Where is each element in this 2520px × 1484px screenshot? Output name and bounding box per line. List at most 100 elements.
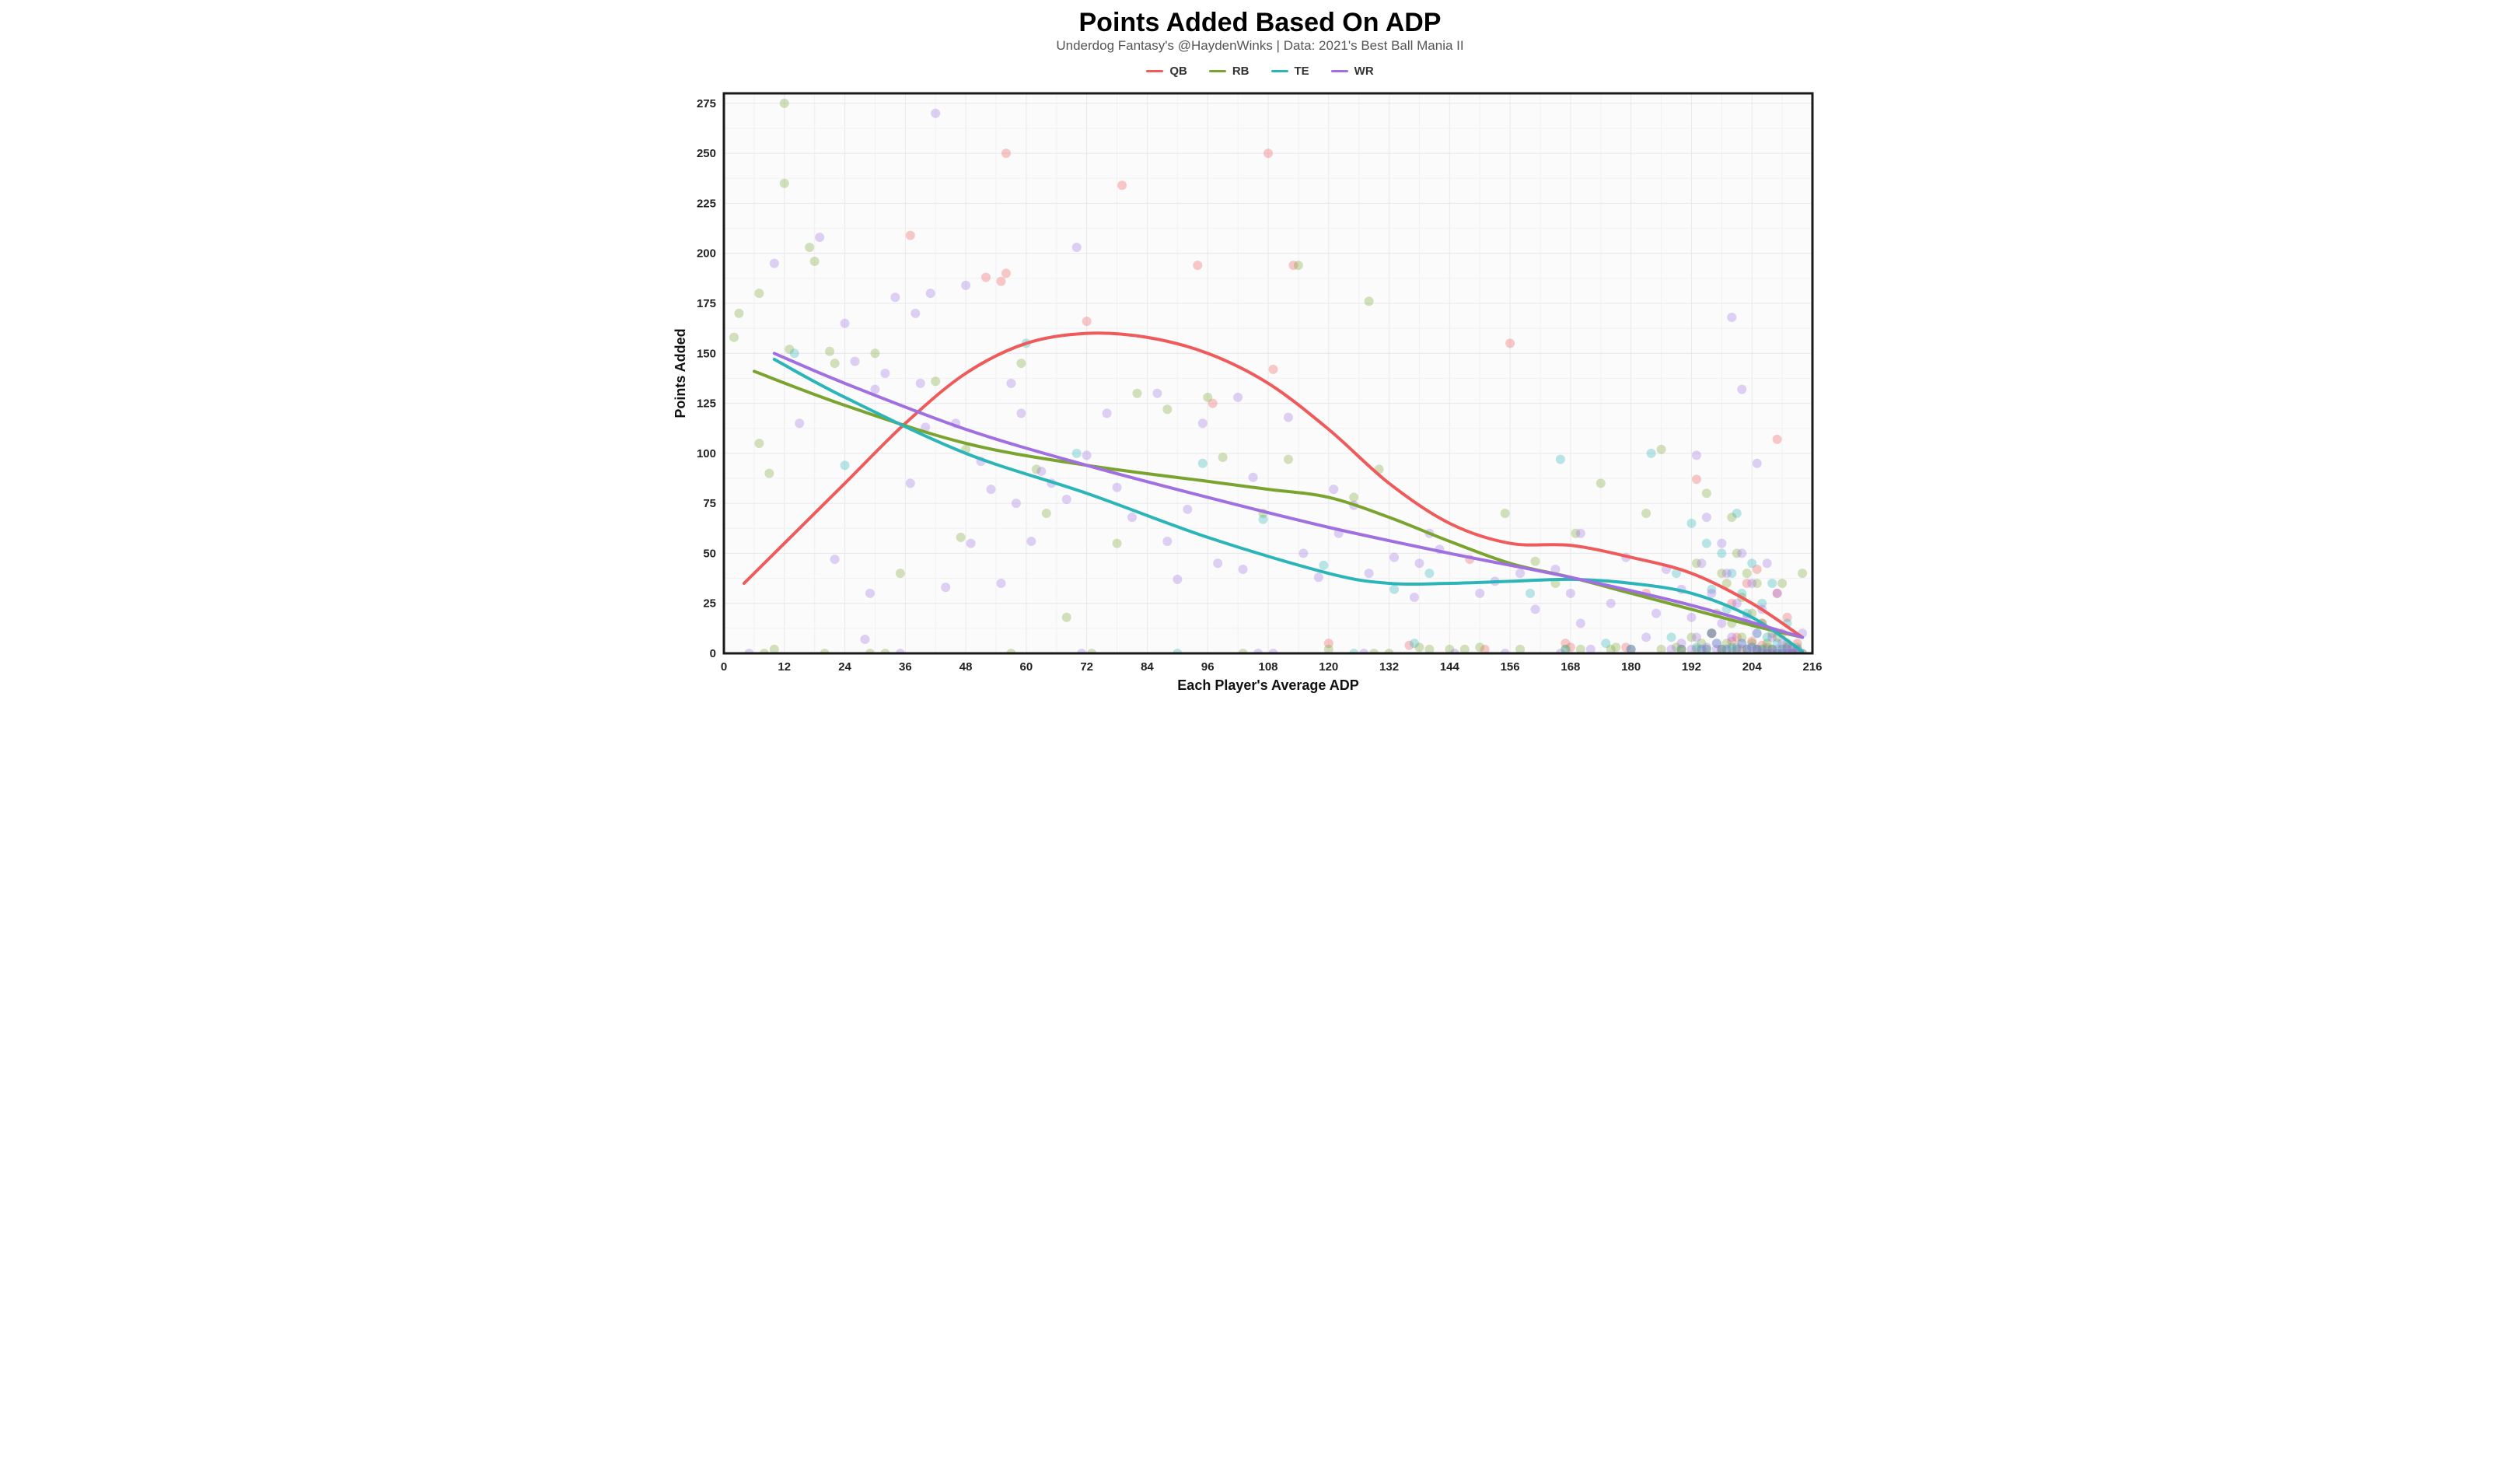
- chart-title: Points Added Based On ADP: [669, 8, 1851, 38]
- scatter-point: [830, 359, 839, 368]
- scatter-point: [1500, 509, 1509, 518]
- scatter-point: [1071, 449, 1081, 458]
- scatter-point: [1036, 467, 1046, 476]
- scatter-point: [1606, 599, 1615, 608]
- svg-text:120: 120: [1319, 660, 1338, 674]
- scatter-point: [1061, 613, 1071, 622]
- scatter-point: [754, 289, 764, 298]
- scatter-point: [1575, 529, 1585, 538]
- scatter-point: [1349, 492, 1358, 502]
- svg-text:36: 36: [898, 660, 911, 674]
- scatter-point: [1389, 553, 1399, 562]
- svg-text:60: 60: [1019, 660, 1033, 674]
- scatter-point: [1596, 478, 1605, 488]
- svg-text:132: 132: [1379, 660, 1399, 674]
- scatter-point: [890, 292, 900, 302]
- plot-area: 0122436486072849610812013214415616818019…: [669, 86, 1851, 696]
- scatter-point: [830, 555, 839, 564]
- scatter-point: [1691, 632, 1700, 642]
- svg-text:125: 125: [696, 397, 715, 411]
- scatter-point: [1747, 558, 1756, 568]
- scatter-point: [1001, 268, 1010, 278]
- scatter-point: [1173, 575, 1182, 584]
- scatter-point: [1364, 296, 1373, 306]
- scatter-point: [1772, 435, 1781, 444]
- scatter-point: [840, 460, 849, 470]
- scatter-point: [779, 179, 788, 188]
- scatter-point: [1717, 548, 1726, 558]
- scatter-point: [956, 533, 965, 542]
- scatter-point: [895, 569, 904, 578]
- svg-text:144: 144: [1439, 660, 1459, 674]
- scatter-point: [1686, 613, 1696, 622]
- scatter-point: [981, 273, 991, 282]
- scatter-point: [1707, 628, 1716, 638]
- legend-item-wr: WR: [1331, 65, 1374, 78]
- chart-subtitle: Underdog Fantasy's @HaydenWinks | Data: …: [669, 38, 1851, 54]
- legend-swatch: [1146, 70, 1163, 72]
- scatter-point: [1026, 537, 1036, 546]
- legend-swatch: [1209, 70, 1226, 72]
- scatter-point: [1762, 558, 1771, 568]
- svg-text:180: 180: [1621, 660, 1641, 674]
- scatter-point: [910, 309, 920, 318]
- scatter-point: [1656, 445, 1665, 454]
- scatter-point: [1313, 572, 1323, 582]
- scatter-point: [1082, 317, 1091, 326]
- scatter-point: [1082, 450, 1091, 460]
- legend-swatch: [1331, 70, 1348, 72]
- scatter-point: [1565, 589, 1575, 598]
- scatter-point: [825, 347, 834, 356]
- scatter-point: [1742, 569, 1751, 578]
- scatter-point: [860, 635, 869, 644]
- legend-label: RB: [1232, 65, 1250, 78]
- scatter-point: [850, 357, 859, 366]
- scatter-point: [925, 289, 935, 298]
- scatter-point: [1641, 509, 1651, 518]
- scatter-point: [1268, 365, 1277, 374]
- scatter-point: [1701, 539, 1711, 548]
- svg-text:12: 12: [778, 660, 791, 674]
- scatter-point: [1248, 473, 1257, 482]
- scatter-point: [1515, 569, 1525, 578]
- scatter-point: [1767, 579, 1777, 588]
- scatter-point: [1061, 495, 1071, 504]
- scatter-point: [1752, 628, 1761, 638]
- scatter-point: [1686, 519, 1696, 528]
- svg-text:108: 108: [1258, 660, 1277, 674]
- svg-text:75: 75: [703, 497, 716, 510]
- scatter-point: [1747, 579, 1756, 588]
- svg-text:96: 96: [1201, 660, 1214, 674]
- scatter-point: [805, 243, 814, 252]
- svg-text:275: 275: [696, 97, 715, 110]
- scatter-point: [1006, 379, 1015, 388]
- svg-text:168: 168: [1561, 660, 1580, 674]
- svg-text:192: 192: [1681, 660, 1700, 674]
- scatter-point: [1424, 569, 1434, 578]
- scatter-point: [1011, 499, 1020, 508]
- scatter-point: [729, 333, 738, 342]
- legend-label: WR: [1354, 65, 1374, 78]
- scatter-point: [1238, 565, 1247, 574]
- scatter-point: [1197, 418, 1207, 428]
- scatter-point: [1319, 561, 1328, 570]
- scatter-point: [1701, 488, 1711, 498]
- scatter-point: [1102, 408, 1111, 418]
- scatter-point: [1732, 599, 1741, 608]
- legend: QBRBTEWR: [669, 65, 1851, 78]
- scatter-point: [1117, 180, 1127, 190]
- scatter-point: [815, 233, 824, 242]
- scatter-point: [1727, 632, 1736, 642]
- scatter-point: [966, 539, 975, 548]
- scatter-point: [880, 369, 890, 378]
- scatter-point: [1162, 404, 1172, 414]
- svg-text:72: 72: [1080, 660, 1093, 674]
- scatter-point: [1389, 585, 1399, 594]
- scatter-point: [1162, 537, 1172, 546]
- scatter-point: [961, 281, 970, 290]
- scatter-point: [1505, 338, 1515, 348]
- scatter-point: [769, 259, 778, 268]
- scatter-point: [1772, 589, 1781, 598]
- scatter-point: [1555, 455, 1564, 464]
- scatter-point: [1575, 618, 1585, 628]
